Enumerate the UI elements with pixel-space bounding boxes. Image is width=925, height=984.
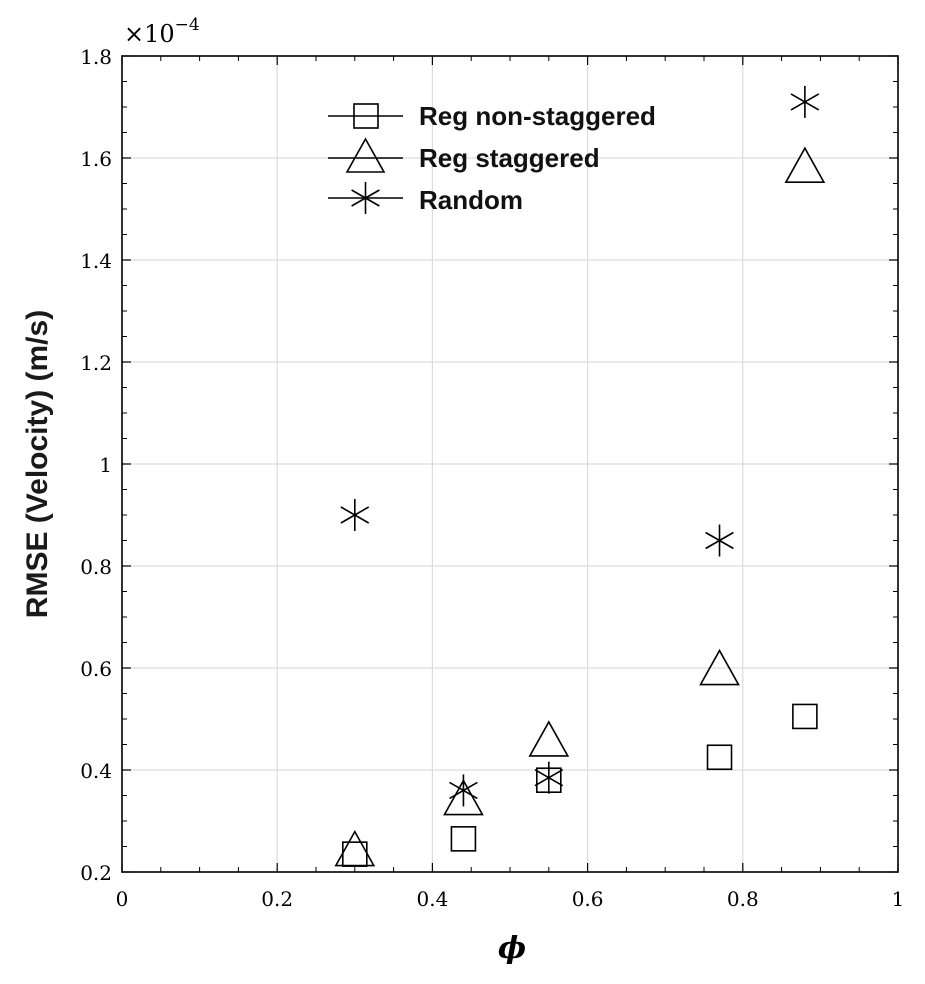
y-tick-label: 0.2: [80, 861, 112, 885]
plot-area-frame: [121, 55, 899, 873]
y-tick-label: 1.4: [80, 249, 112, 273]
y-tick-label: 1.6: [80, 147, 112, 171]
legend: Reg non-staggered Reg staggered Random: [328, 101, 656, 215]
y-tick-label: 1.8: [80, 45, 112, 69]
x-tick-label: 0.2: [261, 887, 293, 911]
y-tick-label: 1: [99, 453, 112, 477]
asterisk-marker-icon: [351, 182, 380, 214]
y-tick-label: 0.4: [80, 759, 112, 783]
legend-label-reg-staggered: Reg staggered: [419, 143, 600, 173]
data-points: [334, 85, 826, 867]
square-marker-icon: [353, 103, 379, 129]
legend-label-reg-non-staggered: Reg non-staggered: [419, 101, 656, 131]
y-tick-label: 0.8: [80, 555, 112, 579]
y-exponent-label: ×10−4: [124, 15, 200, 48]
series-reg-staggered: [334, 146, 826, 867]
x-tick-label: 0: [116, 887, 129, 911]
y-exponent-base: ×10: [124, 20, 175, 48]
square-marker: [792, 703, 818, 730]
square-marker: [450, 826, 477, 852]
triangle-marker: [443, 778, 484, 816]
triangle-marker: [528, 720, 570, 757]
x-tick-label: 0.4: [416, 887, 448, 911]
triangle-marker: [334, 829, 376, 867]
x-tick-labels: 0 0.2 0.4 0.6 0.8 1: [116, 887, 905, 911]
triangle-marker-icon: [345, 137, 386, 173]
asterisk-marker: [705, 524, 734, 557]
asterisk-marker: [449, 774, 478, 807]
x-axis-label: ϕ: [498, 931, 526, 966]
triangle-marker: [784, 146, 826, 183]
legend-label-random: Random: [419, 185, 523, 215]
legend-item-reg-staggered: Reg staggered: [328, 137, 600, 173]
y-tick-label: 0.6: [80, 657, 112, 681]
square-marker: [706, 744, 733, 771]
y-axis-label: RMSE (Velocity) (m/s): [21, 310, 54, 618]
x-tick-label: 0.8: [727, 887, 759, 911]
asterisk-marker: [340, 499, 370, 531]
grid: [122, 56, 898, 872]
legend-item-random: Random: [328, 182, 523, 215]
asterisk-marker: [790, 85, 820, 118]
y-exponent-power: −4: [175, 15, 200, 35]
tick-marks: [121, 55, 899, 873]
x-tick-label: 0.6: [572, 887, 604, 911]
series-random: [340, 85, 820, 807]
y-tick-label: 1.2: [80, 351, 112, 375]
asterisk-marker: [534, 761, 564, 794]
legend-item-reg-non-staggered: Reg non-staggered: [328, 101, 656, 131]
triangle-marker: [699, 648, 740, 686]
x-tick-label: 1: [892, 887, 905, 911]
y-tick-labels: 0.2 0.4 0.6 0.8 1 1.2 1.4 1.6 1.8: [80, 45, 112, 885]
